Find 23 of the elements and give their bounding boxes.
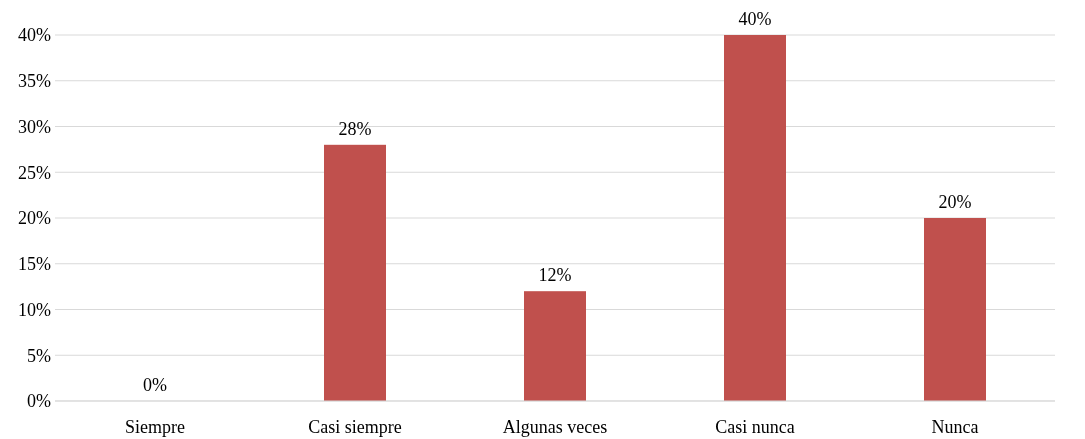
data-label: 40% (738, 9, 772, 29)
data-label: 20% (938, 192, 972, 212)
x-tick-label: Algunas veces (502, 417, 608, 437)
y-tick-label: 25% (18, 162, 51, 183)
x-tick-label: Siempre (125, 417, 185, 437)
data-label: 28% (338, 118, 372, 139)
y-tick-label: 30% (18, 116, 51, 137)
bar (524, 291, 586, 401)
x-tick-label: Casi nunca (715, 417, 795, 437)
x-tick-label: Nunca (931, 417, 979, 437)
y-tick-label: 5% (27, 345, 51, 366)
data-label: 12% (538, 265, 572, 286)
x-tick-label: Casi siempre (308, 417, 402, 437)
y-tick-label: 20% (18, 208, 51, 229)
y-tick-label: 0% (27, 391, 51, 412)
y-tick-label: 10% (18, 299, 51, 320)
y-tick-label: 35% (18, 71, 51, 92)
bar (724, 35, 786, 401)
bar (324, 144, 386, 401)
y-tick-label: 15% (18, 254, 51, 275)
y-tick-label: 40% (18, 25, 51, 46)
bar (924, 218, 986, 401)
data-label: 0% (143, 375, 167, 395)
